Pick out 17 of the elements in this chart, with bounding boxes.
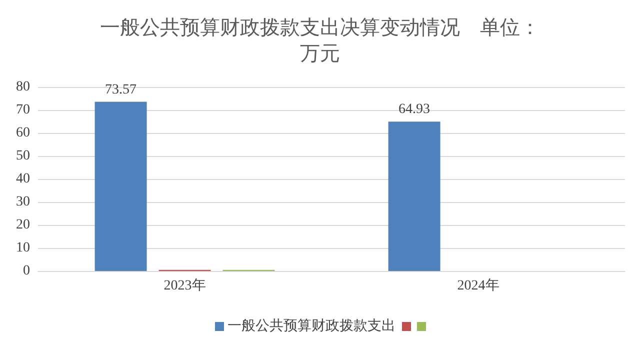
y-tick-label: 60 — [16, 126, 30, 140]
bar — [388, 122, 440, 271]
y-tick-label: 70 — [16, 102, 30, 118]
y-tick-label: 0 — [23, 264, 30, 278]
data-label: 64.93 — [398, 102, 430, 118]
bar — [94, 102, 147, 271]
y-tick-label: 50 — [16, 148, 30, 164]
y-tick-label: 80 — [16, 80, 30, 94]
y-tick-label: 30 — [16, 194, 30, 210]
chart-title: 一般公共预算财政拨款支出决算变动情况 单位：万元 — [100, 17, 540, 65]
x-tick-label: 2023年 — [164, 278, 206, 294]
data-label: 73.57 — [105, 82, 137, 98]
y-tick-label: 20 — [16, 218, 30, 232]
legend-label: 一般公共预算财政拨款支出 — [228, 318, 396, 335]
y-tick-label: 40 — [16, 172, 30, 186]
y-tick-label: 10 — [16, 240, 30, 256]
x-tick-label: 2024年 — [457, 278, 500, 294]
